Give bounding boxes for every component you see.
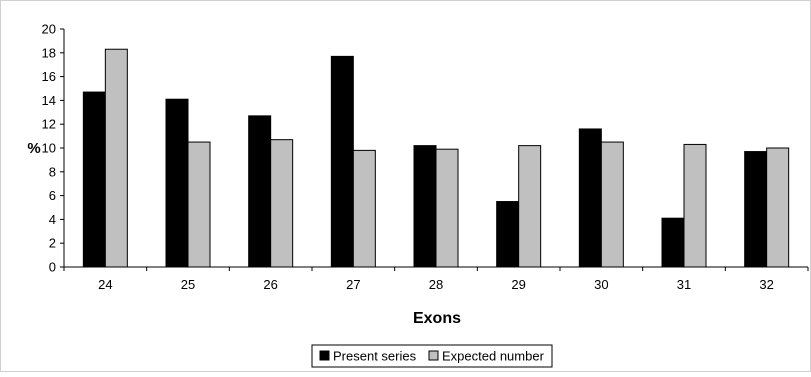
x-category-label: 26	[263, 277, 277, 292]
bar-expected-number	[683, 143, 707, 268]
bar-expected-number	[270, 139, 294, 268]
x-category-label: 27	[346, 277, 360, 292]
bar-present-series	[744, 151, 768, 268]
bar-expected-number	[435, 148, 459, 268]
bar-present-series	[413, 145, 437, 268]
bar-expected-number	[518, 145, 542, 268]
bar-present-series	[330, 55, 354, 268]
y-tick-label: 8	[49, 164, 56, 179]
bar-expected-number	[104, 48, 128, 268]
x-category-label: 32	[759, 277, 773, 292]
bar-present-series	[165, 98, 189, 268]
bar-expected-number	[766, 147, 790, 268]
bar-expected-number	[352, 149, 376, 268]
y-axis-ticks: 0 2 4 6 8 10 12 14 16 18 20	[42, 22, 64, 275]
y-tick-label: 12	[42, 117, 56, 132]
x-axis-categories: 24 25 26 27 28 29 30 31 32	[63, 267, 809, 292]
bar-present-series	[578, 128, 602, 268]
x-category-label: 30	[594, 277, 608, 292]
y-axis-title: %	[27, 140, 40, 157]
y-tick-label: 20	[42, 22, 56, 37]
bar-present-series	[82, 91, 106, 268]
bar-present-series	[248, 115, 272, 268]
legend-swatch	[319, 350, 330, 361]
legend-label: Expected number	[442, 349, 545, 364]
x-category-label: 25	[181, 277, 195, 292]
legend: Present series Expected number	[311, 344, 553, 368]
x-category-label: 24	[98, 277, 112, 292]
y-tick-label: 18	[42, 45, 56, 60]
y-tick-label: 16	[42, 69, 56, 84]
y-tick-label: 6	[49, 188, 56, 203]
x-category-label: 31	[677, 277, 691, 292]
y-tick-label: 2	[49, 236, 56, 251]
legend-swatch	[428, 350, 439, 361]
x-category-label: 29	[511, 277, 525, 292]
y-tick-label: 10	[42, 141, 56, 156]
bar-present-series	[661, 217, 685, 268]
bar-present-series	[496, 201, 520, 268]
bar-expected-number	[187, 141, 211, 268]
x-category-label: 28	[429, 277, 443, 292]
y-tick-label: 0	[49, 260, 56, 275]
y-tick-label: 4	[49, 212, 56, 227]
plot-area	[63, 29, 808, 268]
bar-expected-number	[600, 141, 624, 268]
y-tick-label: 14	[42, 93, 56, 108]
x-axis-title: Exons	[413, 310, 461, 327]
legend-label: Present series	[333, 349, 417, 364]
